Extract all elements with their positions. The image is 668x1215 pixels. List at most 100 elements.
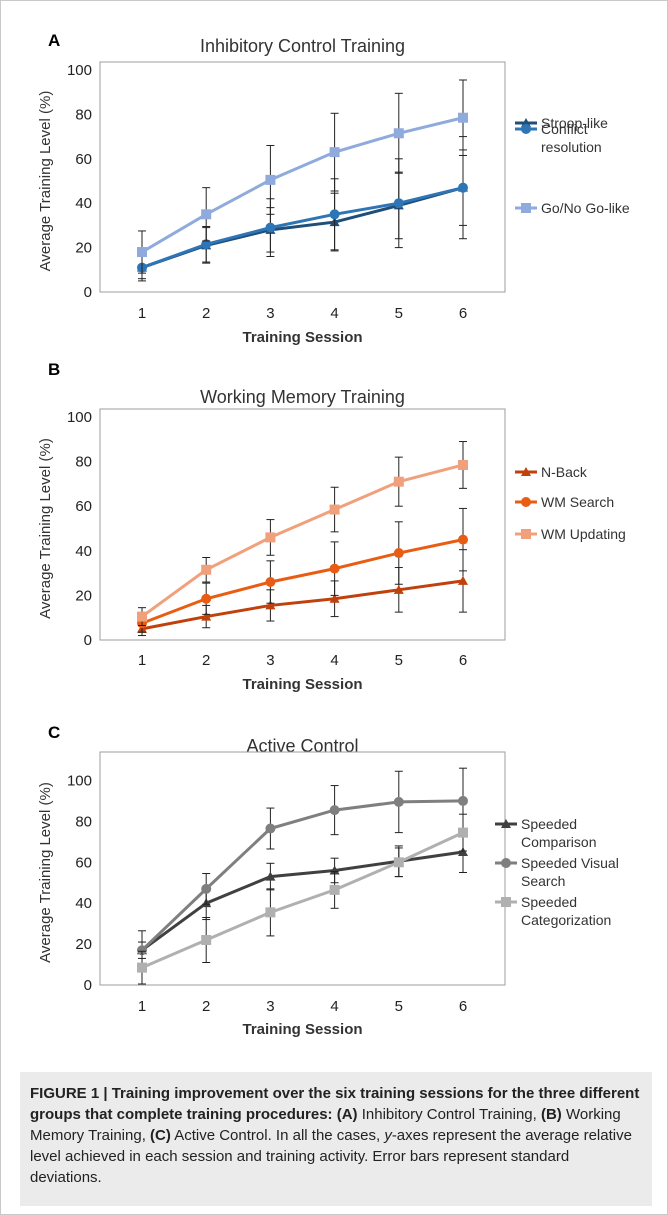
y-tick-label: 20 bbox=[75, 240, 92, 257]
data-point bbox=[329, 865, 340, 875]
y-tick-label: 60 bbox=[75, 498, 92, 515]
x-tick-label: 6 bbox=[459, 305, 467, 322]
y-tick-label: 40 bbox=[75, 543, 92, 560]
data-point bbox=[329, 209, 340, 220]
data-point bbox=[201, 593, 212, 604]
data-point bbox=[201, 239, 212, 250]
data-point bbox=[329, 593, 340, 603]
legend-label: Speeded Visual bbox=[521, 855, 619, 871]
data-point bbox=[265, 222, 276, 233]
y-tick-label: 20 bbox=[75, 936, 92, 953]
x-tick-label: 2 bbox=[202, 305, 210, 322]
x-tick-label: 1 bbox=[138, 998, 146, 1015]
legend-marker bbox=[521, 203, 531, 213]
caption-text-c-before: Active Control. In all the cases, bbox=[170, 1127, 385, 1144]
series-line bbox=[141, 538, 464, 625]
x-tick-label: 4 bbox=[330, 305, 338, 322]
data-point bbox=[458, 459, 468, 470]
data-point bbox=[393, 128, 404, 139]
legend-marker bbox=[521, 529, 531, 539]
data-point bbox=[137, 962, 147, 973]
legend-label: Go/No Go-like bbox=[541, 200, 630, 216]
legend-marker bbox=[501, 819, 511, 828]
caption-bold-lead: FIGURE 1 | Training improvement over the… bbox=[30, 1085, 640, 1123]
data-point bbox=[393, 857, 404, 868]
x-tick-label: 5 bbox=[395, 305, 403, 322]
x-tick-label: 6 bbox=[459, 652, 467, 669]
data-point bbox=[265, 871, 276, 881]
legend-label: Search bbox=[521, 873, 565, 889]
data-point bbox=[201, 883, 212, 894]
y-tick-label: 80 bbox=[75, 454, 92, 471]
x-tick-label: 1 bbox=[138, 305, 146, 322]
data-point bbox=[393, 796, 404, 807]
legend-entry: WM Search bbox=[515, 494, 614, 510]
x-tick-label: 4 bbox=[330, 652, 338, 669]
x-axis-label: Training Session bbox=[242, 676, 362, 693]
legend-entry: N-Back bbox=[515, 464, 588, 480]
caption-label-c: (C) bbox=[150, 1127, 171, 1144]
x-tick-label: 4 bbox=[330, 998, 338, 1015]
legend-marker bbox=[521, 124, 531, 134]
y-tick-label: 80 bbox=[75, 106, 92, 123]
legend-label: Comparison bbox=[521, 834, 596, 850]
legend-entry: Speeded Categorization bbox=[495, 894, 611, 928]
legend-marker bbox=[521, 467, 531, 476]
y-tick-label: 100 bbox=[67, 62, 92, 79]
caption-text-a: Inhibitory Control Training, bbox=[357, 1106, 541, 1123]
plot-frame bbox=[99, 751, 506, 986]
caption-box bbox=[20, 1072, 652, 1206]
series-line bbox=[141, 850, 464, 952]
series-line bbox=[141, 579, 464, 631]
series-3 bbox=[137, 441, 468, 627]
legend-label: Conflict bbox=[541, 121, 588, 137]
panel-letter: A bbox=[48, 31, 60, 50]
series-3 bbox=[137, 79, 468, 274]
series-1 bbox=[137, 149, 468, 282]
chart-title: Working Memory Training bbox=[200, 387, 405, 407]
chart-title: Active Control bbox=[246, 736, 358, 756]
data-point bbox=[329, 563, 340, 574]
legend-entry: WM Updating bbox=[515, 526, 626, 542]
data-point bbox=[458, 827, 468, 838]
legend-entry: Go/No Go-like bbox=[515, 200, 630, 216]
legend-marker bbox=[501, 897, 511, 907]
y-tick-label: 20 bbox=[75, 587, 92, 604]
plot-frame bbox=[99, 408, 506, 641]
caption-text-b: Working Memory Training, bbox=[30, 1106, 621, 1144]
x-tick-label: 1 bbox=[138, 652, 146, 669]
plot-frame bbox=[99, 61, 506, 293]
legend-marker bbox=[501, 858, 511, 868]
data-point bbox=[265, 823, 276, 834]
legend-label: Stroop-like bbox=[541, 115, 608, 131]
legend-label: WM Updating bbox=[541, 526, 626, 542]
data-point bbox=[329, 504, 340, 515]
legend-label: Categorization bbox=[521, 912, 611, 928]
series-1 bbox=[137, 549, 468, 637]
legend-label: WM Search bbox=[541, 494, 614, 510]
chart-title: Inhibitory Control Training bbox=[200, 36, 405, 56]
series-1 bbox=[137, 831, 468, 959]
data-point bbox=[265, 174, 276, 185]
series-2 bbox=[137, 767, 468, 971]
legend-entry: Stroop-like bbox=[515, 115, 608, 131]
x-tick-label: 5 bbox=[395, 652, 403, 669]
data-point bbox=[137, 247, 147, 258]
y-tick-label: 40 bbox=[75, 195, 92, 212]
chart-panel-a: A Inhibitory Control Training 0 20 40 60 80 100… bbox=[37, 31, 630, 346]
x-tick-label: 3 bbox=[266, 998, 274, 1015]
legend-label: N-Back bbox=[541, 464, 588, 480]
y-tick-label: 60 bbox=[75, 151, 92, 168]
caption-axis-word: y bbox=[384, 1127, 392, 1144]
data-point bbox=[329, 147, 340, 158]
y-axis-label: Average Training Level (%) bbox=[37, 91, 54, 272]
y-tick-label: 0 bbox=[84, 284, 92, 301]
data-point bbox=[458, 112, 468, 123]
x-tick-label: 5 bbox=[395, 998, 403, 1015]
series-2 bbox=[137, 136, 468, 280]
data-point bbox=[265, 577, 276, 588]
y-tick-label: 100 bbox=[67, 409, 92, 426]
data-point bbox=[201, 935, 212, 945]
y-tick-label: 40 bbox=[75, 895, 92, 912]
series-2 bbox=[137, 507, 468, 633]
